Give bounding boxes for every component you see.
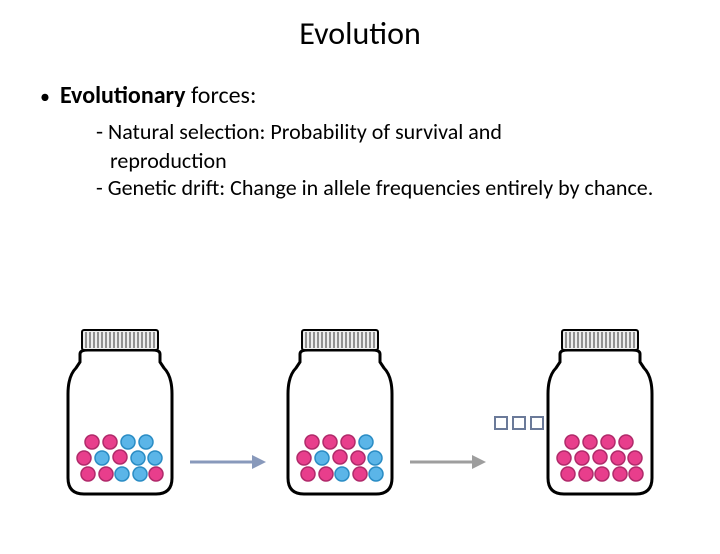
dash-1: - bbox=[96, 118, 103, 146]
sub-bullet-2: - Genetic drift: Change in allele freque… bbox=[96, 174, 680, 202]
sub1-continuation: reproduction bbox=[110, 147, 680, 175]
ellipsis-icon bbox=[494, 416, 544, 430]
jar-1 bbox=[60, 322, 180, 502]
sub1-text1: Natural selection: Probability of surviv… bbox=[103, 118, 502, 145]
sub-bullet-1: - Natural selection: Probability of surv… bbox=[96, 118, 680, 147]
bullet-bold: Evolutionary bbox=[60, 81, 186, 110]
bullet-dot: • bbox=[40, 85, 50, 109]
bullet-text: Evolutionary forces: bbox=[60, 81, 256, 110]
content-block: • Evolutionary forces: - Natural selecti… bbox=[40, 81, 680, 202]
bullet-main: • Evolutionary forces: bbox=[40, 81, 680, 110]
arrow-2 bbox=[408, 452, 488, 462]
sub-bullets: - Natural selection: Probability of surv… bbox=[96, 118, 680, 202]
genetic-drift-diagram bbox=[60, 322, 680, 512]
jar-2 bbox=[280, 322, 400, 502]
bullet-rest: forces: bbox=[186, 81, 257, 110]
jar-3 bbox=[540, 322, 660, 502]
arrow-1 bbox=[188, 452, 268, 462]
slide-title: Evolution bbox=[0, 14, 720, 53]
